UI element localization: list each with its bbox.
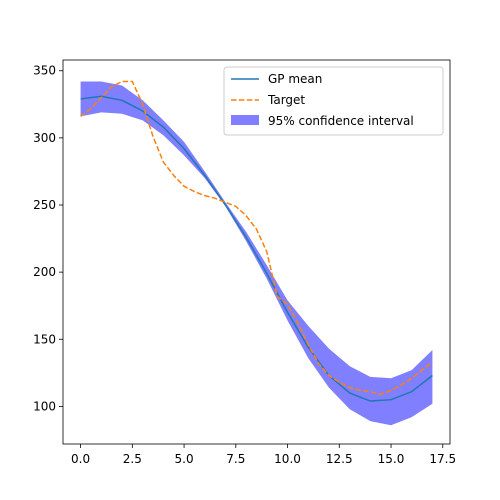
legend-band-swatch [231,115,259,125]
legend-box [223,66,444,136]
y-tick-label: 150 [33,332,56,346]
x-tick-label: 12.5 [326,452,353,466]
legend: GP mean Target 95% confidence interval [223,66,444,136]
plot-area [80,80,433,426]
x-tick-label: 7.5 [226,452,245,466]
legend-gp-mean-label: GP mean [268,72,322,86]
gp-mean-line [80,95,433,402]
x-tick-label: 15.0 [378,452,405,466]
target-line [80,80,433,396]
x-tick-label: 2.5 [123,452,142,466]
y-axis: 100 150 200 250 300 350 [33,64,63,413]
y-tick-label: 300 [33,131,56,145]
x-tick-label: 5.0 [175,452,194,466]
x-tick-label: 0.0 [71,452,90,466]
x-tick-label: 17.5 [429,452,456,466]
axes-frame [62,59,451,445]
legend-target-label: Target [267,93,305,107]
y-tick-label: 350 [33,64,56,78]
x-axis: 0.0 2.5 5.0 7.5 10.0 12.5 15.0 17.5 [71,444,456,466]
y-tick-label: 250 [33,198,56,212]
y-tick-label: 100 [33,399,56,413]
confidence-band [80,81,433,426]
legend-band-label: 95% confidence interval [268,114,414,128]
x-tick-label: 10.0 [274,452,301,466]
y-tick-label: 200 [33,265,56,279]
